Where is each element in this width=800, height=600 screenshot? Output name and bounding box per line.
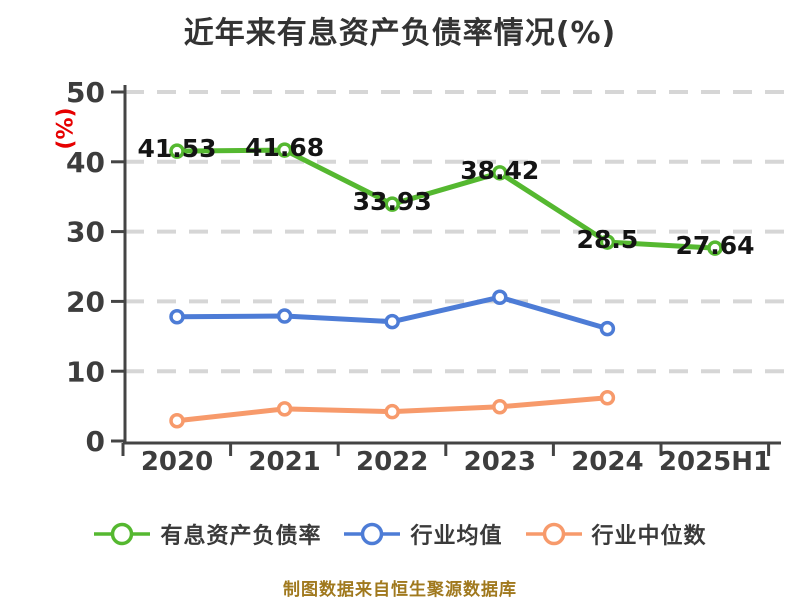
svg-text:0: 0 — [86, 425, 105, 458]
svg-text:2020: 2020 — [141, 447, 213, 477]
legend-label: 行业中位数 — [591, 524, 707, 549]
chart-title: 近年来有息资产负债率情况(%) — [183, 16, 617, 51]
svg-text:41.53: 41.53 — [137, 134, 216, 163]
legend-line-marker-icon — [525, 522, 582, 546]
legend-item-interest-bearing-ratio[interactable]: 有息资产负债率 — [93, 518, 321, 550]
legend-label: 行业均值 — [410, 524, 503, 549]
svg-text:40: 40 — [66, 146, 105, 179]
series-2-line — [169, 389, 616, 429]
legend-line-marker-icon — [94, 522, 151, 546]
svg-text:28.5: 28.5 — [577, 225, 639, 254]
legend-label: 有息资产负债率 — [160, 524, 322, 549]
svg-text:50: 50 — [66, 76, 105, 109]
svg-text:20: 20 — [66, 285, 105, 318]
svg-text:33.93: 33.93 — [353, 187, 432, 216]
svg-text:38.42: 38.42 — [460, 156, 539, 185]
svg-text:2025H1: 2025H1 — [659, 447, 771, 477]
svg-text:30: 30 — [66, 216, 105, 249]
series-0-line — [169, 142, 723, 256]
series-1-line — [169, 289, 616, 337]
x-axis-ticks: 2020 2021 2022 2023 2024 2025H1 — [121, 443, 771, 477]
legend-line-marker-icon — [344, 522, 401, 546]
svg-text:2022: 2022 — [356, 447, 428, 477]
svg-text:10: 10 — [66, 355, 105, 388]
footer-credit: 制图数据来自恒生聚源数据库 — [283, 580, 517, 600]
svg-text:2021: 2021 — [248, 447, 320, 477]
series-value-labels: 41.53 41.68 33.93 38.42 28.5 27.64 — [137, 133, 754, 260]
legend-item-industry-average[interactable]: 行业均值 — [343, 518, 502, 550]
svg-text:2024: 2024 — [571, 447, 643, 477]
svg-text:27.64: 27.64 — [675, 231, 754, 260]
svg-text:2023: 2023 — [464, 447, 536, 477]
svg-text:41.68: 41.68 — [245, 133, 324, 162]
legend: 有息资产负债率 行业均值 行业中位数 — [0, 518, 800, 550]
legend-item-industry-median[interactable]: 行业中位数 — [525, 518, 707, 550]
axes — [123, 85, 781, 445]
y-axis-ticks: 0 10 20 30 40 50 — [66, 76, 124, 458]
gridlines — [125, 90, 785, 374]
